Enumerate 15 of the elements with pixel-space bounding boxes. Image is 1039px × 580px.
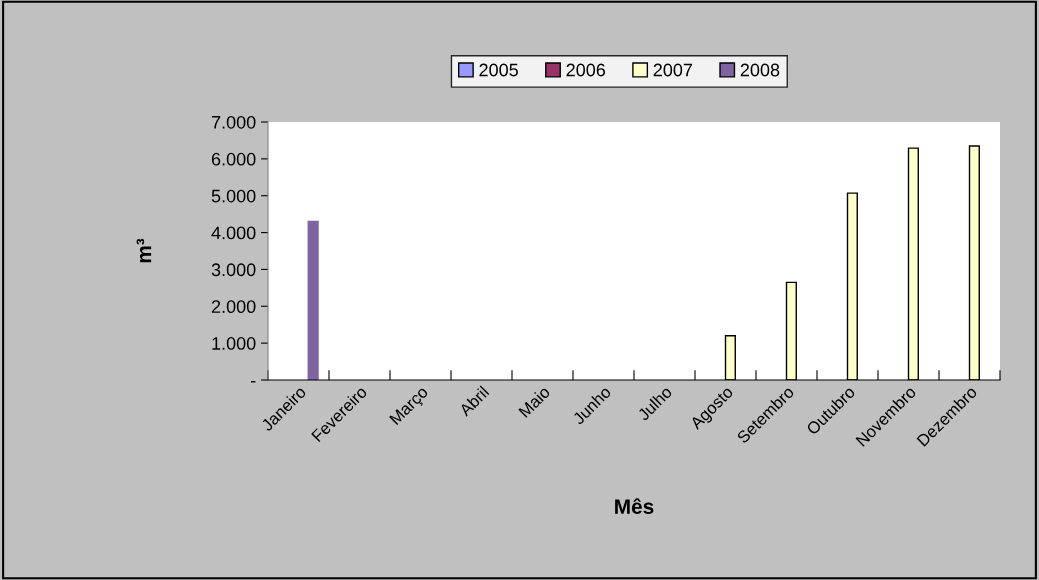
- legend-label: 2008: [740, 63, 780, 77]
- legend-label: 2005: [479, 63, 518, 77]
- legend-label: 2006: [566, 63, 606, 77]
- y-tick-label: -: [250, 381, 256, 383]
- legend-label: 2007: [653, 63, 693, 77]
- y-axis-title: m³: [136, 238, 152, 263]
- y-tick-label: 3.000: [211, 263, 256, 277]
- x-axis-title: Mês: [615, 498, 654, 514]
- y-tick-label: 2.000: [211, 300, 256, 314]
- y-tick-label: 7.000: [211, 115, 256, 129]
- y-tick-label: 6.000: [211, 152, 256, 166]
- bar: [307, 220, 319, 380]
- y-tick-label: 1.000: [212, 337, 256, 350]
- y-tick-label: 4.000: [211, 226, 256, 240]
- y-tick-label: 5.000: [211, 189, 256, 203]
